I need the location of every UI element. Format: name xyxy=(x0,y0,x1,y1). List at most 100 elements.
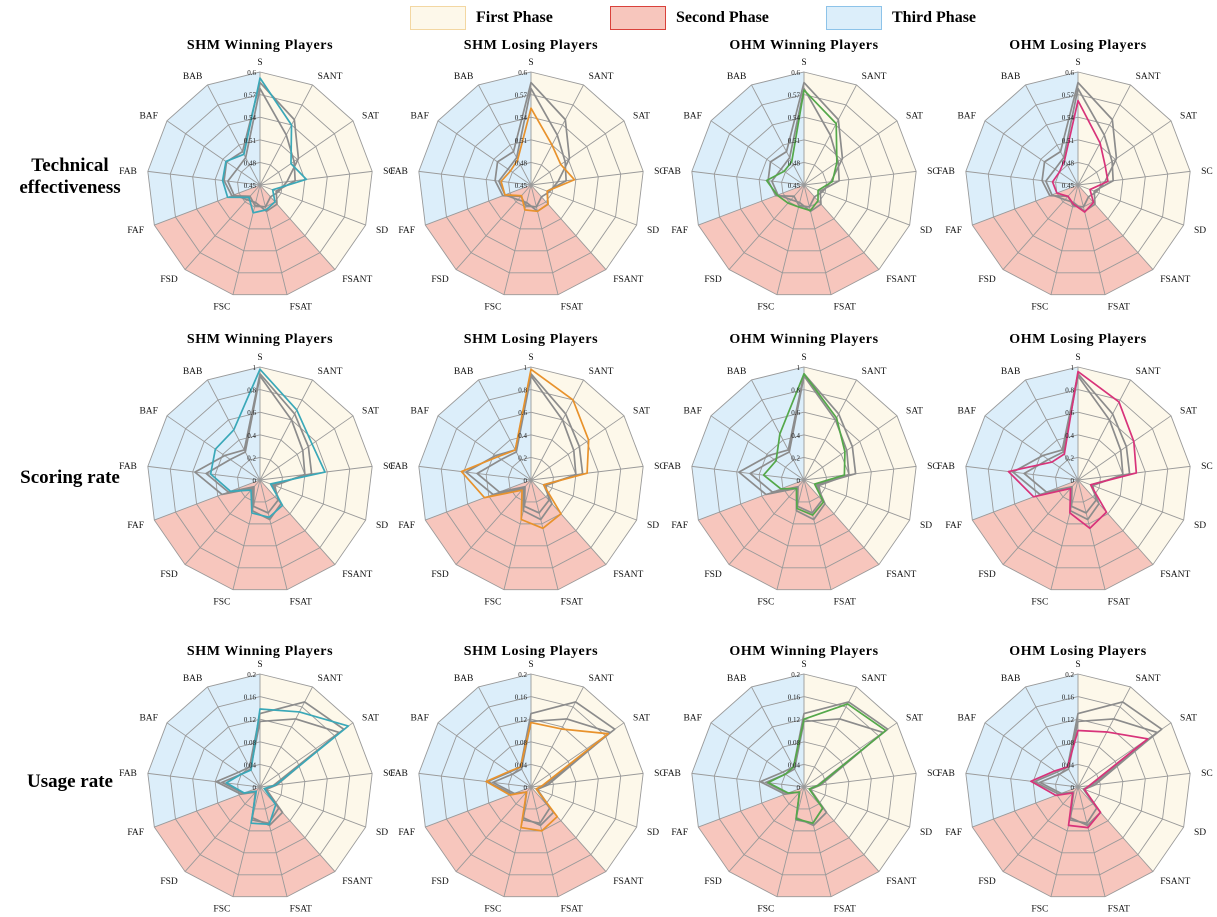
axis-label: SANT xyxy=(1136,367,1161,377)
axis-label: S xyxy=(801,353,806,363)
grid-ring xyxy=(965,673,1191,898)
axis-spoke xyxy=(232,786,261,897)
radial-tick-label: 0.45 xyxy=(788,182,801,190)
axis-label: SC xyxy=(654,167,666,177)
axis-spoke xyxy=(259,184,288,295)
radial-tick-label: 0.4 xyxy=(518,432,527,440)
axis-spoke xyxy=(530,786,559,897)
panel-title: OHM Winning Players xyxy=(729,38,879,53)
axis-label: FAB xyxy=(937,462,955,472)
grid-ring xyxy=(147,366,373,591)
axis-spoke xyxy=(147,465,261,481)
axis-spoke xyxy=(1002,479,1079,565)
grid-ring xyxy=(691,673,917,898)
legend-item-second-phase: Second Phase xyxy=(610,6,769,30)
axis-spoke xyxy=(1077,170,1191,186)
axis-spoke xyxy=(691,170,805,186)
panel-title: OHM Winning Players xyxy=(729,332,879,347)
grid-ring xyxy=(418,673,644,898)
axis-spoke xyxy=(530,479,607,565)
radial-tick-label: 0.48 xyxy=(515,159,528,167)
axis-spoke xyxy=(984,415,1079,481)
axis-label: SD xyxy=(376,521,388,531)
series-line xyxy=(1033,701,1163,825)
axis-spoke xyxy=(728,479,805,565)
radial-tick-label: 0.12 xyxy=(515,716,528,724)
grid-ring xyxy=(758,139,850,230)
axis-label: SAT xyxy=(362,407,379,417)
axis-label: SC xyxy=(927,462,939,472)
axis-label: FSC xyxy=(484,597,501,607)
axis-spoke xyxy=(425,184,532,226)
axis-label: FSD xyxy=(978,877,996,887)
axis-label: BAF xyxy=(957,112,975,122)
radar-chart: 0.45 0.48 0.51 0.54 0.57 0.6S SANT SAT SC SD FSANT… xyxy=(390,58,666,312)
radial-tick-label: 0.04 xyxy=(515,761,528,769)
axis-spoke xyxy=(803,415,898,481)
radial-tick-label: 0.4 xyxy=(247,432,256,440)
axis-label: S xyxy=(801,660,806,670)
axis-label: SANT xyxy=(318,674,343,684)
grid-ring xyxy=(192,411,328,547)
axis-spoke xyxy=(803,786,832,897)
axis-label: FAB xyxy=(937,167,955,177)
radial-tick-label: 0.51 xyxy=(244,137,257,145)
axis-label: FSANT xyxy=(613,877,643,887)
axis-label: SC xyxy=(1201,769,1213,779)
radar-chart: 0.45 0.48 0.51 0.54 0.57 0.6S SANT SAT SC SD FSANT… xyxy=(937,58,1213,312)
axis-label: SAT xyxy=(1180,112,1197,122)
axis-spoke xyxy=(259,786,288,897)
axis-label: FSANT xyxy=(1160,275,1190,285)
axis-spoke xyxy=(751,379,805,481)
axis-spoke xyxy=(478,379,532,481)
axis-spoke xyxy=(418,772,532,788)
axis-spoke xyxy=(259,479,336,565)
axis-label: SAT xyxy=(362,112,379,122)
grid-ring xyxy=(1010,411,1146,547)
axis-label: FSANT xyxy=(613,570,643,580)
axis-label: SANT xyxy=(862,367,887,377)
axis-label: FAB xyxy=(663,462,681,472)
grid-ring xyxy=(781,456,827,503)
axis-label: FAF xyxy=(398,828,415,838)
axis-spoke xyxy=(530,170,644,186)
axis-spoke xyxy=(691,772,805,788)
series-line xyxy=(460,368,590,530)
radar-chart: 00.040.080.120.160.2SSANTSATSCSDFSANTFSA… xyxy=(663,660,939,914)
axis-spoke xyxy=(803,184,880,270)
series-line xyxy=(749,375,850,514)
axis-spoke xyxy=(530,120,625,186)
radial-tick-label: 0 xyxy=(253,784,257,792)
axis-spoke xyxy=(418,465,532,481)
axis-label: BAF xyxy=(410,407,428,417)
axis-spoke xyxy=(437,120,532,186)
radial-tick-label: 0.04 xyxy=(244,761,257,769)
axis-spoke xyxy=(803,479,832,590)
axis-label: FSAT xyxy=(1108,597,1130,607)
radial-tick-label: 0.2 xyxy=(518,454,527,462)
axis-label: FSANT xyxy=(1160,877,1190,887)
axis-label: SAT xyxy=(906,407,923,417)
axis-label: FAB xyxy=(390,769,408,779)
axis-label: FSC xyxy=(757,597,774,607)
series-line xyxy=(1012,372,1131,521)
grid-ring xyxy=(169,696,351,876)
axis-label: SC xyxy=(383,462,395,472)
axis-label: SAT xyxy=(633,112,650,122)
radial-tick-label: 0.6 xyxy=(1065,409,1074,417)
axis-label: SC xyxy=(1201,462,1213,472)
axis-label: FSC xyxy=(213,597,230,607)
axis-spoke xyxy=(1050,479,1079,590)
grid-ring xyxy=(1032,139,1124,230)
radar-chart: 0 0.2 0.4 0.6 0.8 1S SANT SAT SC SD FSANT FSAT FSC FS… xyxy=(390,353,666,607)
axis-label: S xyxy=(801,58,806,68)
radial-tick-label: 0.6 xyxy=(791,409,800,417)
axis-spoke xyxy=(803,786,880,872)
axis-spoke xyxy=(803,379,857,481)
radial-tick-label: 0.51 xyxy=(1062,137,1075,145)
radial-tick-label: 0.54 xyxy=(788,114,801,122)
axis-spoke xyxy=(972,184,1079,226)
radial-tick-label: 0.2 xyxy=(518,671,527,679)
axis-spoke xyxy=(154,479,261,521)
grid-ring xyxy=(987,94,1169,274)
